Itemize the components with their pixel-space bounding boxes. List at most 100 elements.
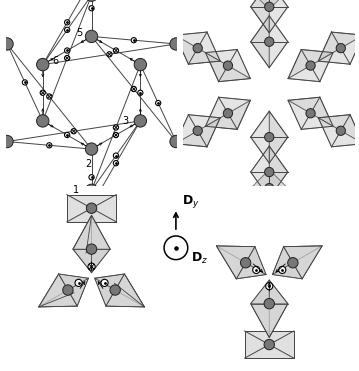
- Text: 6: 6: [52, 56, 58, 66]
- Circle shape: [110, 285, 120, 295]
- Circle shape: [164, 236, 188, 260]
- Polygon shape: [288, 97, 333, 126]
- Circle shape: [113, 125, 118, 130]
- Polygon shape: [284, 246, 322, 279]
- Circle shape: [87, 244, 97, 255]
- Circle shape: [85, 30, 98, 43]
- Text: 5: 5: [76, 28, 82, 38]
- Polygon shape: [95, 278, 144, 307]
- Polygon shape: [39, 274, 77, 307]
- Polygon shape: [205, 49, 251, 79]
- Polygon shape: [272, 246, 322, 275]
- Polygon shape: [318, 32, 359, 61]
- Circle shape: [85, 199, 98, 211]
- Circle shape: [288, 257, 298, 268]
- Polygon shape: [205, 100, 251, 129]
- Circle shape: [155, 101, 161, 106]
- Circle shape: [336, 43, 345, 53]
- Circle shape: [85, 0, 98, 1]
- Text: 3: 3: [122, 116, 128, 126]
- Polygon shape: [95, 274, 144, 307]
- Polygon shape: [288, 49, 333, 79]
- Polygon shape: [175, 35, 220, 64]
- Circle shape: [138, 90, 143, 95]
- Polygon shape: [318, 35, 359, 64]
- Circle shape: [65, 20, 70, 25]
- Circle shape: [113, 153, 118, 158]
- Polygon shape: [106, 274, 144, 307]
- Circle shape: [47, 143, 52, 148]
- Text: 2: 2: [85, 159, 91, 169]
- Polygon shape: [67, 194, 116, 222]
- Circle shape: [1, 38, 13, 50]
- Circle shape: [306, 109, 315, 118]
- Polygon shape: [73, 215, 92, 273]
- Polygon shape: [269, 280, 288, 338]
- Circle shape: [131, 37, 136, 43]
- Circle shape: [223, 61, 233, 70]
- Polygon shape: [272, 246, 322, 279]
- Circle shape: [37, 115, 49, 127]
- Circle shape: [113, 132, 118, 138]
- Circle shape: [279, 266, 286, 273]
- Polygon shape: [92, 215, 110, 273]
- Text: 1: 1: [73, 186, 79, 195]
- Circle shape: [85, 143, 98, 155]
- Polygon shape: [251, 146, 269, 198]
- Circle shape: [65, 48, 70, 53]
- Circle shape: [253, 266, 260, 273]
- Polygon shape: [216, 246, 255, 279]
- Polygon shape: [216, 246, 266, 275]
- Circle shape: [134, 115, 146, 127]
- Polygon shape: [251, 0, 288, 9]
- Circle shape: [89, 175, 94, 180]
- Circle shape: [193, 43, 202, 53]
- Text: $\mathbf{D}_z$: $\mathbf{D}_z$: [191, 251, 208, 266]
- Polygon shape: [205, 53, 251, 82]
- Circle shape: [264, 339, 274, 350]
- Polygon shape: [251, 280, 269, 338]
- Circle shape: [193, 126, 202, 135]
- Polygon shape: [244, 331, 294, 358]
- Circle shape: [40, 90, 45, 95]
- Circle shape: [65, 55, 70, 60]
- Circle shape: [266, 283, 273, 290]
- Circle shape: [113, 161, 118, 166]
- Circle shape: [336, 126, 345, 135]
- Circle shape: [241, 257, 251, 268]
- Circle shape: [87, 203, 97, 213]
- Polygon shape: [39, 278, 88, 307]
- Polygon shape: [251, 111, 269, 163]
- Circle shape: [85, 184, 98, 197]
- Circle shape: [265, 132, 274, 142]
- Circle shape: [65, 132, 70, 138]
- Circle shape: [75, 279, 82, 286]
- Polygon shape: [251, 0, 269, 33]
- Polygon shape: [251, 16, 269, 68]
- Circle shape: [101, 279, 108, 286]
- Polygon shape: [175, 118, 220, 147]
- Circle shape: [134, 58, 146, 71]
- Polygon shape: [288, 100, 333, 129]
- Circle shape: [22, 80, 28, 85]
- Polygon shape: [175, 115, 220, 144]
- Circle shape: [170, 38, 182, 50]
- Circle shape: [37, 58, 49, 71]
- Polygon shape: [288, 53, 333, 82]
- Circle shape: [265, 2, 274, 12]
- Circle shape: [88, 263, 95, 270]
- Circle shape: [71, 129, 76, 134]
- Polygon shape: [318, 118, 359, 147]
- Circle shape: [113, 48, 118, 53]
- Circle shape: [265, 184, 274, 193]
- Circle shape: [306, 61, 315, 70]
- Polygon shape: [269, 0, 288, 33]
- Circle shape: [265, 167, 274, 177]
- Polygon shape: [269, 146, 288, 198]
- Circle shape: [170, 135, 182, 148]
- Circle shape: [264, 298, 274, 309]
- Circle shape: [131, 86, 136, 92]
- Circle shape: [107, 52, 112, 57]
- Polygon shape: [251, 170, 288, 207]
- Circle shape: [63, 285, 73, 295]
